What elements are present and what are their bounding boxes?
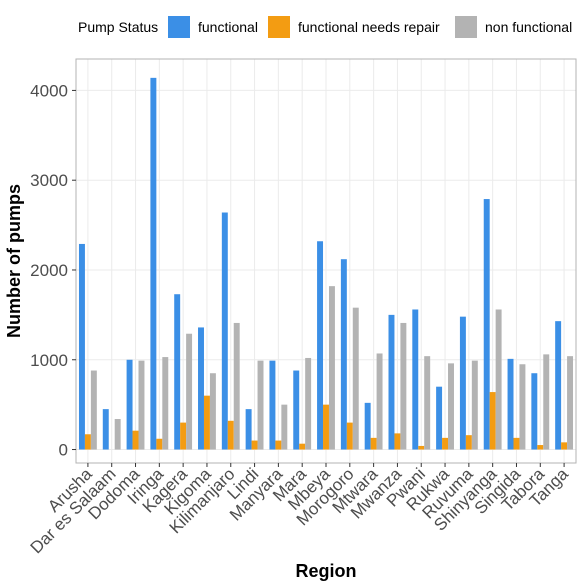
legend-title: Pump Status — [78, 19, 158, 35]
bars — [78, 77, 574, 450]
bar — [489, 392, 496, 450]
bar — [346, 422, 353, 450]
bar — [448, 363, 454, 450]
bar — [436, 386, 443, 450]
bar — [400, 322, 407, 450]
bar — [555, 321, 562, 450]
bar — [352, 307, 359, 450]
bar — [370, 437, 377, 450]
bar — [203, 395, 210, 450]
bar — [209, 373, 216, 450]
bar — [483, 199, 490, 450]
bar — [317, 241, 324, 450]
y-tick-label: 4000 — [30, 81, 68, 100]
bar — [465, 435, 472, 450]
bar — [519, 364, 526, 450]
legend-swatch-functional — [168, 16, 190, 38]
bar — [221, 212, 228, 450]
bar — [567, 356, 574, 450]
y-axis-title: Number of pumps — [4, 184, 24, 338]
y-axis: 0 1000 2000 3000 4000 — [30, 81, 76, 460]
bar — [340, 259, 347, 450]
bar — [180, 422, 187, 450]
bar — [126, 359, 133, 450]
bar — [442, 437, 449, 450]
y-tick-label: 1000 — [30, 351, 68, 370]
bar — [269, 360, 276, 450]
bar — [376, 353, 383, 450]
y-tick-label: 3000 — [30, 171, 68, 190]
bar — [102, 409, 109, 450]
bar — [495, 309, 502, 450]
bar — [293, 370, 300, 450]
bar — [537, 445, 544, 450]
bar — [388, 314, 395, 450]
bar — [459, 316, 466, 450]
bar — [394, 433, 401, 450]
bar — [251, 440, 258, 450]
bar — [233, 322, 240, 450]
bar — [138, 360, 145, 450]
bar — [561, 442, 568, 450]
bar — [507, 358, 514, 450]
legend-label-functional-needs-repair: functional needs repair — [298, 19, 440, 35]
plot-panel — [75, 58, 577, 464]
bar — [156, 438, 163, 450]
bar — [424, 356, 431, 450]
y-tick-label: 2000 — [30, 261, 68, 280]
legend-swatch-non-functional — [455, 16, 477, 38]
bar — [364, 402, 371, 450]
bar — [299, 443, 306, 450]
bar — [412, 309, 419, 450]
bar — [90, 370, 97, 450]
bar — [305, 357, 312, 450]
bar — [245, 409, 252, 450]
bar — [150, 77, 157, 450]
bar — [78, 243, 85, 450]
legend-label-non-functional: non functional — [485, 19, 572, 35]
bar — [198, 327, 204, 450]
bar — [418, 445, 425, 450]
bar — [513, 437, 520, 450]
bar — [114, 419, 121, 450]
bar — [132, 430, 139, 450]
bar — [471, 360, 478, 450]
bar — [186, 333, 193, 450]
bar — [281, 404, 288, 450]
bar — [227, 420, 234, 450]
y-tick-label: 0 — [59, 441, 68, 460]
x-axis-title: Region — [296, 561, 357, 581]
bar — [84, 434, 91, 450]
legend-label-functional: functional — [198, 19, 258, 35]
legend: Pump Status functional functional needs … — [78, 16, 572, 38]
bar — [162, 357, 169, 450]
legend-swatch-functional-needs-repair — [268, 16, 290, 38]
bar — [174, 294, 181, 450]
bar — [543, 354, 550, 450]
bar — [531, 373, 538, 450]
bar — [275, 440, 282, 450]
bar — [323, 404, 329, 450]
bar — [328, 286, 335, 450]
bar — [257, 360, 264, 450]
